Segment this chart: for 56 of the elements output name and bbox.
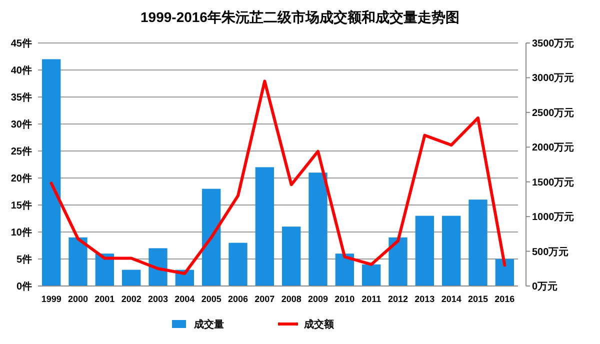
- y-tick-label: 0件: [16, 280, 32, 292]
- x-tick-label: 2006: [228, 294, 248, 304]
- y-tick-label: 20件: [10, 172, 32, 184]
- x-tick-label: 1999: [41, 294, 62, 304]
- bar: [42, 59, 61, 286]
- bar: [362, 264, 381, 286]
- y-tick-label: 10件: [10, 226, 32, 238]
- y2-tick-label: 3500万元: [532, 38, 574, 50]
- y-tick-label: 40件: [10, 64, 32, 76]
- bar: [495, 259, 514, 286]
- bar: [415, 216, 434, 286]
- bar: [308, 172, 328, 286]
- y2-tick-label: 2500万元: [532, 106, 574, 119]
- y-tick-label: 15件: [10, 200, 32, 212]
- y2-tick-label: 1000万元: [532, 211, 574, 224]
- y-tick-label: 35件: [10, 92, 32, 104]
- x-tick-label: 2016: [494, 294, 515, 304]
- chart-title: 1999-2016年朱沅芷二级市场成交额和成交量走势图: [140, 9, 460, 25]
- x-tick-label: 2008: [281, 294, 302, 304]
- y-tick-label: 5件: [16, 254, 32, 266]
- y2-tick-label: 0万元: [532, 280, 558, 292]
- bar: [228, 242, 248, 286]
- legend-label: 成交额: [303, 318, 335, 330]
- bar: [282, 226, 301, 286]
- x-tick-label: 2001: [94, 294, 115, 304]
- x-tick-label: 2014: [441, 294, 462, 304]
- y2-tick-label: 3000万元: [532, 72, 574, 84]
- x-tick-label: 2003: [148, 294, 168, 304]
- x-tick-label: 2002: [121, 294, 142, 304]
- x-tick-label: 2012: [388, 294, 408, 304]
- bar: [202, 188, 221, 286]
- line-series: [50, 80, 506, 276]
- x-tick-label: 2015: [468, 294, 488, 304]
- x-tick-label: 2007: [254, 294, 275, 304]
- x-tick-label: 2013: [414, 294, 435, 304]
- y-tick-label: 45件: [10, 38, 32, 50]
- legend-label: 成交量: [193, 318, 224, 330]
- x-tick-label: 2004: [174, 294, 195, 304]
- bar: [122, 270, 141, 286]
- bar: [148, 248, 168, 286]
- y2-tick-label: 2000万元: [532, 142, 574, 154]
- x-tick-label: 2010: [334, 294, 355, 304]
- x-tick-label: 2009: [308, 294, 328, 304]
- y2-tick-label: 500万元: [532, 246, 569, 258]
- x-tick-label: 2000: [68, 294, 88, 304]
- y2-tick-label: 1500万元: [532, 176, 574, 188]
- x-tick-label: 2005: [201, 294, 222, 304]
- y-tick-label: 25件: [10, 146, 32, 158]
- bar: [442, 216, 461, 286]
- bar: [68, 237, 88, 286]
- bar: [335, 254, 354, 286]
- y-tick-label: 30件: [10, 118, 32, 130]
- x-tick-label: 2011: [362, 294, 382, 304]
- bar: [468, 200, 488, 286]
- bar: [255, 167, 274, 286]
- bar: [388, 237, 408, 286]
